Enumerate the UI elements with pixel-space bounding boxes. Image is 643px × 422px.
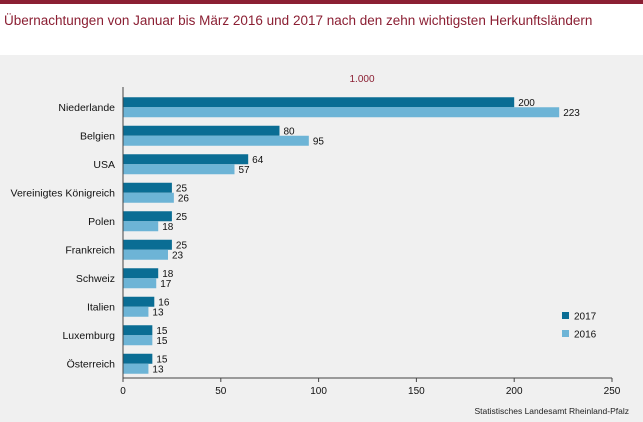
legend-swatch-2017 <box>562 312 569 319</box>
bar-2017 <box>123 239 172 250</box>
x-tick-label: 0 <box>120 386 126 397</box>
legend-label-2017: 2017 <box>574 312 597 323</box>
bar-2017 <box>123 125 280 136</box>
data-label-2017: 200 <box>518 98 535 109</box>
x-tick-label: 50 <box>215 386 227 397</box>
bar-2017 <box>123 296 155 307</box>
category-label: Österreich <box>67 358 116 370</box>
x-tick-label: 200 <box>506 386 523 397</box>
bar-2017 <box>123 211 172 222</box>
bar-2016 <box>123 221 159 232</box>
bar-2016 <box>123 135 309 146</box>
category-label: Belgien <box>80 130 115 142</box>
data-label-2017: 25 <box>176 212 188 223</box>
legend: 2017 2016 <box>562 312 597 341</box>
bar-2016 <box>123 278 157 289</box>
data-label-2016: 17 <box>160 279 172 290</box>
category-label: Polen <box>88 216 115 228</box>
bar-2016 <box>123 192 174 203</box>
x-tick-label: 250 <box>604 386 621 397</box>
category-label: Frankreich <box>65 244 115 256</box>
bar-2017 <box>123 182 172 193</box>
bar-2017 <box>123 97 515 108</box>
unit-label: 1.000 <box>349 74 374 85</box>
bar-2017 <box>123 154 249 165</box>
data-label-2016: 95 <box>313 136 325 147</box>
x-tick-label: 150 <box>408 386 425 397</box>
bar-2016 <box>123 335 153 346</box>
category-label: Schweiz <box>76 273 115 285</box>
bar-2017 <box>123 353 153 364</box>
data-label-2016: 15 <box>156 336 168 347</box>
data-label-2017: 25 <box>176 183 188 194</box>
bar-2017 <box>123 325 153 336</box>
data-label-2017: 80 <box>283 126 295 137</box>
data-label-2016: 26 <box>178 193 190 204</box>
chart-title: Übernachtungen von Januar bis März 2016 … <box>4 13 593 28</box>
data-label-2017: 15 <box>156 354 168 365</box>
legend-label-2016: 2016 <box>574 330 597 341</box>
data-label-2017: 64 <box>252 155 264 166</box>
bar-2016 <box>123 164 235 175</box>
category-label: USA <box>93 159 115 171</box>
data-label-2016: 13 <box>152 307 164 318</box>
legend-swatch-2016 <box>562 330 569 337</box>
bar-2016 <box>123 249 168 260</box>
category-label: Italien <box>87 301 115 313</box>
bar-2016 <box>123 306 149 317</box>
bars-layer <box>123 97 560 374</box>
data-label-2017: 15 <box>156 326 168 337</box>
bar-2016 <box>123 107 560 118</box>
data-label-2017: 18 <box>162 269 174 280</box>
bar-2017 <box>123 268 159 279</box>
data-label-2016: 57 <box>238 165 250 176</box>
data-label-2016: 23 <box>172 250 184 261</box>
data-label-2016: 13 <box>152 364 164 375</box>
data-label-2017: 16 <box>158 297 170 308</box>
axis-layer: 0 50 100 150 200 250 <box>120 87 621 397</box>
source-note: Statistisches Landesamt Rheinland-Pfalz <box>474 406 630 416</box>
x-tick-label: 100 <box>310 386 327 397</box>
data-label-2017: 25 <box>176 240 188 251</box>
category-label: Luxemburg <box>62 330 115 342</box>
data-label-2016: 18 <box>162 222 174 233</box>
top-accent-bar <box>0 0 643 4</box>
data-label-2016: 223 <box>563 108 580 119</box>
category-label: Vereinigtes Königreich <box>11 187 116 199</box>
category-label: Niederlande <box>58 102 115 114</box>
bar-2016 <box>123 363 149 374</box>
